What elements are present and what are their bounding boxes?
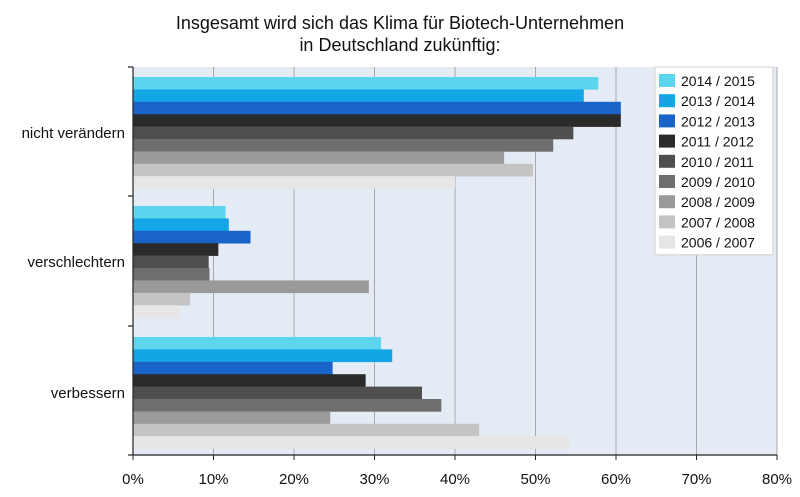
bar xyxy=(133,176,455,189)
bar xyxy=(133,423,480,437)
chart-title-line-2: in Deutschland zukünftig: xyxy=(299,35,501,55)
bar xyxy=(133,436,570,449)
legend-swatch xyxy=(659,175,675,188)
bar xyxy=(133,89,584,103)
bar xyxy=(133,399,442,412)
x-tick-label: 60% xyxy=(601,471,631,488)
bar xyxy=(133,114,621,127)
bar xyxy=(133,280,369,294)
legend-label: 2009 / 2010 xyxy=(681,174,755,190)
bar xyxy=(133,77,599,90)
bar xyxy=(133,349,393,363)
x-tick-label: 50% xyxy=(520,471,550,488)
bar xyxy=(133,206,226,219)
chart-title: Insgesamt wird sich das Klima für Biotec… xyxy=(130,12,670,56)
x-tick-label: 20% xyxy=(279,471,309,488)
x-tick-label: 30% xyxy=(359,471,389,488)
bar xyxy=(133,337,381,350)
x-tick-label: 0% xyxy=(122,471,144,488)
legend-swatch xyxy=(659,134,675,148)
bar xyxy=(133,292,191,306)
category-label: verschlechtern xyxy=(27,254,125,271)
bar xyxy=(133,218,229,232)
category-label: verbessern xyxy=(51,385,125,402)
bar xyxy=(133,101,621,115)
bar xyxy=(133,139,554,152)
legend-label: 2012 / 2013 xyxy=(681,113,755,129)
bar xyxy=(133,243,219,256)
legend-label: 2014 / 2015 xyxy=(681,73,755,89)
legend-label: 2013 / 2014 xyxy=(681,93,755,109)
legend-label: 2007 / 2008 xyxy=(681,214,755,230)
x-tick-label: 80% xyxy=(762,471,792,488)
bar xyxy=(133,230,251,244)
category-label: nicht verändern xyxy=(22,125,125,142)
x-tick-label: 40% xyxy=(440,471,470,488)
legend-swatch xyxy=(659,94,675,108)
bar xyxy=(133,163,534,177)
legend-swatch xyxy=(659,74,675,87)
legend-swatch xyxy=(659,235,675,249)
legend-label: 2010 / 2011 xyxy=(681,154,754,170)
bar xyxy=(133,126,574,140)
legend-swatch xyxy=(659,154,675,168)
bar xyxy=(133,305,179,318)
x-tick-label: 70% xyxy=(681,471,711,488)
legend-label: 2006 / 2007 xyxy=(681,235,755,251)
legend-swatch xyxy=(659,114,675,128)
bar xyxy=(133,386,422,400)
legend-swatch xyxy=(659,195,675,209)
bar xyxy=(133,151,505,165)
bar xyxy=(133,411,331,425)
x-tick-label: 10% xyxy=(198,471,228,488)
legend-label: 2011 / 2012 xyxy=(681,134,754,150)
bar xyxy=(133,268,210,281)
chart-title-line-1: Insgesamt wird sich das Klima für Biotec… xyxy=(175,13,625,33)
bar xyxy=(133,374,366,387)
legend-swatch xyxy=(659,215,675,229)
bar xyxy=(133,361,333,375)
bar xyxy=(133,255,209,269)
legend-label: 2008 / 2009 xyxy=(681,194,755,210)
